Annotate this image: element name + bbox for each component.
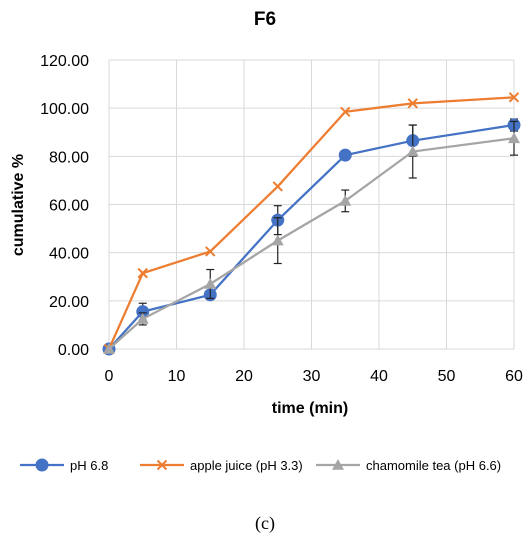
legend-item-2: chamomile tea (pH 6.6) [316,458,501,473]
marker-stroke [272,181,283,192]
data-point [338,148,352,162]
y-tick-label: 100.00 [40,101,89,118]
legend: pH 6.8 apple juice (pH 3.3) chamomile tea … [20,458,501,473]
x-axis-title: time (min) [272,400,348,417]
y-tick-label: 20.00 [49,294,89,311]
legend-label: pH 6.8 [70,458,108,473]
axes: 0.00 20.00 40.00 60.00 80.00 100.00 120.00 0 10 2… [40,53,523,385]
data-point [204,277,217,289]
legend-marker [332,459,344,470]
marker-stroke [407,98,418,109]
data-series [102,92,521,356]
data-point [137,267,148,279]
data-point [103,343,115,354]
data-point [271,234,284,246]
data-point [508,132,520,144]
chart-title: F6 [254,9,276,30]
x-tick-label: 40 [370,368,388,385]
figure-caption: (c) [255,513,275,534]
x-tick-label: 30 [303,368,321,385]
y-tick-label: 60.00 [49,198,89,215]
legend-marker [35,458,49,472]
y-axis-title: cumulative % [10,154,27,256]
legend-marker [156,459,168,471]
series-2 [103,120,520,354]
legend-label: chamomile tea (pH 6.6) [366,458,501,473]
legend-item-0: pH 6.8 [20,458,108,473]
data-point [339,194,352,206]
y-tick-label: 0.00 [58,342,89,359]
marker-stroke [340,106,351,117]
data-point [205,246,216,257]
marker-stroke [156,459,168,471]
marker-stroke [508,92,520,103]
legend-label: apple juice (pH 3.3) [190,458,303,473]
y-tick-label: 80.00 [49,149,89,166]
legend-item-1: apple juice (pH 3.3) [140,458,303,473]
x-tick-label: 60 [505,368,523,385]
data-point [508,92,520,103]
x-tick-label: 20 [235,368,253,385]
data-point [136,312,149,324]
marker-stroke [205,246,216,257]
data-point [340,106,351,117]
data-point [272,181,283,192]
marker-stroke [137,267,148,279]
y-tick-label: 120.00 [40,53,89,70]
y-tick-label: 40.00 [49,246,89,263]
x-tick-label: 0 [105,368,114,385]
x-tick-label: 50 [438,368,456,385]
data-point [406,145,419,157]
data-point [407,98,418,109]
x-tick-label: 10 [168,368,186,385]
